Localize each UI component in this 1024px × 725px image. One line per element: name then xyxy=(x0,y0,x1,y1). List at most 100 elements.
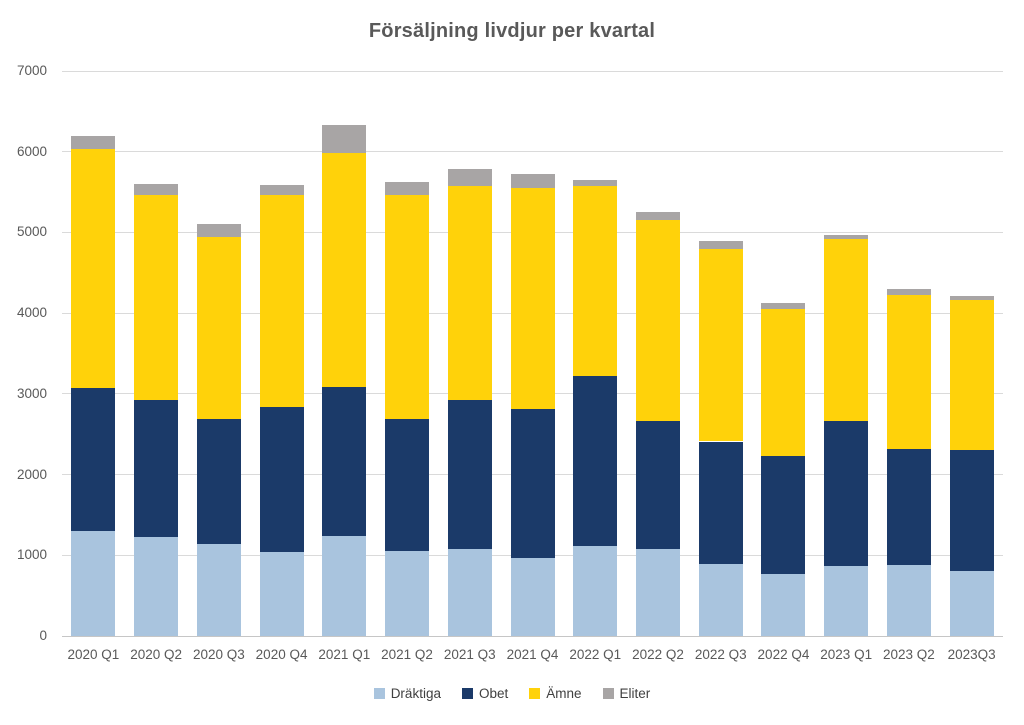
legend-item-obet: Obet xyxy=(461,686,509,701)
bar-segment-obet xyxy=(824,421,869,566)
bar-segment-dräktiga xyxy=(196,544,241,636)
bar-stack-2022-q4 xyxy=(761,71,806,636)
bar-segment-ämne xyxy=(447,185,492,401)
bar-segment-dräktiga xyxy=(447,548,492,636)
x-axis: 2020 Q1 2020 Q2 2020 Q3 2020 Q4 2021 Q1 2021 … xyxy=(62,645,1003,665)
gridline xyxy=(62,70,1003,72)
bar-segment-ämne xyxy=(698,249,743,442)
bar-segment-obet xyxy=(698,441,743,565)
legend-label: Dräktiga xyxy=(390,686,441,701)
y-axis-tick-label: 5000 xyxy=(16,224,47,240)
bar-segment-ämne xyxy=(259,194,304,407)
chart-title: Försäljning livdjur per kvartal xyxy=(368,20,656,42)
bar-segment-dräktiga xyxy=(886,564,931,636)
bar-segment-eliter xyxy=(761,302,806,310)
bar-segment-ämne xyxy=(510,188,555,410)
bar-segment-obet xyxy=(510,409,555,558)
bar-segment-ämne xyxy=(761,309,806,457)
bar-segment-eliter xyxy=(385,181,430,196)
legend-item-eliter: Eliter xyxy=(602,686,651,701)
bar-segment-ämne xyxy=(385,195,430,419)
bar-stack-2021-q1 xyxy=(322,71,367,636)
bar-segment-ämne xyxy=(134,194,179,400)
bar-segment-eliter xyxy=(573,179,618,187)
bar-segment-eliter xyxy=(134,184,179,195)
bar-stack-2021-q2 xyxy=(385,71,430,636)
y-axis-tick-label: 4000 xyxy=(16,305,47,321)
bar-stack-2020-q4 xyxy=(259,71,304,636)
bar-segment-dräktiga xyxy=(573,546,618,636)
bar-stack-2020-q1 xyxy=(71,71,116,636)
bar-segment-eliter xyxy=(635,212,680,220)
legend-swatch xyxy=(529,688,541,699)
bar-segment-obet xyxy=(322,387,367,536)
x-axis-label: 2020 Q4 xyxy=(255,647,308,662)
y-axis-tick-label: 7000 xyxy=(16,63,47,78)
bar-segment-obet xyxy=(196,418,241,544)
bar-segment-dräktiga xyxy=(510,557,555,636)
bar-stack-2020-q2 xyxy=(134,71,179,636)
bar-segment-obet xyxy=(259,406,304,553)
legend-item-dräktiga: Dräktiga xyxy=(373,686,441,701)
legend: Dräktiga Obet Ämne Eliter xyxy=(0,686,1024,701)
bar-segment-dräktiga xyxy=(259,552,304,636)
bar-segment-obet xyxy=(886,448,931,565)
bar-segment-eliter xyxy=(71,135,116,150)
legend-swatch xyxy=(602,688,614,699)
bar-stack-2022-q3 xyxy=(698,71,743,636)
bar-segment-eliter xyxy=(886,288,931,295)
legend-label: Eliter xyxy=(619,686,651,701)
x-axis-label: 2023Q3 xyxy=(947,647,996,662)
bar-segment-dräktiga xyxy=(761,573,806,636)
bar-segment-dräktiga xyxy=(824,565,869,636)
x-axis-label: 2020 Q3 xyxy=(192,647,245,662)
y-axis-tick-label: 6000 xyxy=(16,143,47,159)
bar-segment-ämne xyxy=(886,294,931,449)
bar-segment-dräktiga xyxy=(71,531,116,636)
x-axis-label: 2022 Q4 xyxy=(757,647,810,662)
x-axis-label: 2021 Q3 xyxy=(443,647,496,662)
x-axis-label: 2021 Q4 xyxy=(506,647,559,662)
x-axis-label: 2020 Q1 xyxy=(67,647,120,662)
bar-segment-eliter xyxy=(196,223,241,238)
y-axis-tick-label: 2000 xyxy=(16,466,47,482)
bar-segment-ämne xyxy=(196,237,241,419)
bar-stack-2023-q2 xyxy=(886,71,931,636)
bar-segment-obet xyxy=(71,388,116,532)
bar-segment-dräktiga xyxy=(322,535,367,636)
bar-segment-eliter xyxy=(510,174,555,189)
bar-stack-2021-q3 xyxy=(447,71,492,636)
x-axis-label: 2023 Q1 xyxy=(820,647,873,662)
bar-stack-2022-q1 xyxy=(573,71,618,636)
bar-segment-dräktiga xyxy=(134,536,179,636)
legend-item-ämne: Ämne xyxy=(529,686,582,701)
bar-stack-2023q3 xyxy=(949,71,994,636)
x-axis-label: 2020 Q2 xyxy=(130,647,182,662)
legend-swatch xyxy=(373,688,385,699)
bar-stack-2020-q3 xyxy=(196,71,241,636)
bar-segment-obet xyxy=(447,400,492,549)
bar-segment-eliter xyxy=(698,241,743,250)
bar-segment-obet xyxy=(385,418,430,552)
legend-label: Obet xyxy=(478,686,509,701)
bar-segment-eliter xyxy=(824,234,869,239)
bar-segment-ämne xyxy=(824,238,869,422)
x-axis-label: 2021 Q1 xyxy=(318,647,371,662)
bar-segment-eliter xyxy=(447,168,492,186)
y-axis-tick-label: 1000 xyxy=(16,547,47,563)
bar-segment-obet xyxy=(134,399,179,537)
bar-segment-eliter xyxy=(259,184,304,195)
legend-label: Ämne xyxy=(546,686,582,701)
x-axis-label: 2021 Q2 xyxy=(381,647,433,662)
x-axis-label: 2023 Q2 xyxy=(883,647,935,662)
bar-segment-obet xyxy=(949,449,994,571)
bar-segment-ämne xyxy=(949,300,994,450)
y-axis-tick-label: 3000 xyxy=(16,385,47,401)
bar-segment-dräktiga xyxy=(949,570,994,636)
legend-swatch xyxy=(461,688,473,699)
gridline xyxy=(62,151,1003,153)
bar-stack-2023-q1 xyxy=(824,71,869,636)
x-axis-label: 2022 Q3 xyxy=(694,647,747,662)
plot-area xyxy=(62,70,1003,637)
